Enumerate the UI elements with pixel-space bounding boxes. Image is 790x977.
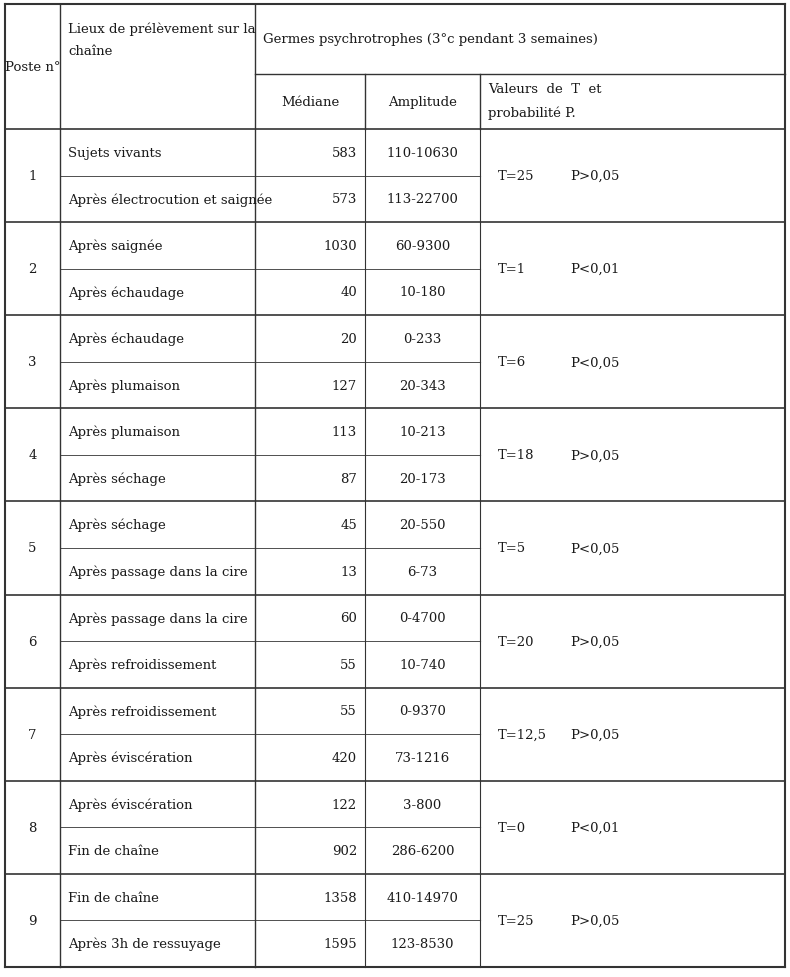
Text: Poste n°: Poste n° [5, 61, 60, 74]
Text: 573: 573 [332, 193, 357, 206]
Text: 902: 902 [332, 844, 357, 857]
Text: T=1: T=1 [498, 263, 526, 276]
Text: T=20: T=20 [498, 635, 535, 648]
Text: Sujets vivants: Sujets vivants [68, 147, 161, 159]
Text: P<0,01: P<0,01 [570, 263, 619, 276]
Text: 6: 6 [28, 635, 37, 648]
Text: Germes psychrotrophes (3°c pendant 3 semaines): Germes psychrotrophes (3°c pendant 3 sem… [263, 33, 598, 47]
Text: Fin de chaîne: Fin de chaîne [68, 891, 159, 904]
Text: 55: 55 [340, 704, 357, 718]
Text: T=12,5: T=12,5 [498, 728, 547, 741]
Text: 113-22700: 113-22700 [386, 193, 458, 206]
Text: 1358: 1358 [323, 891, 357, 904]
Text: 583: 583 [332, 147, 357, 159]
Text: 60-9300: 60-9300 [395, 239, 450, 253]
Text: Après plumaison: Après plumaison [68, 425, 180, 439]
Text: 10-180: 10-180 [399, 286, 446, 299]
Text: T=5: T=5 [498, 542, 526, 555]
Text: P>0,05: P>0,05 [570, 170, 619, 183]
Text: P<0,05: P<0,05 [570, 542, 619, 555]
Text: Après plumaison: Après plumaison [68, 379, 180, 393]
Text: 8: 8 [28, 821, 36, 834]
Text: 3-800: 3-800 [404, 798, 442, 811]
Text: T=18: T=18 [498, 448, 535, 462]
Text: 4: 4 [28, 448, 36, 462]
Text: T=0: T=0 [498, 821, 526, 834]
Text: 10-740: 10-740 [399, 658, 446, 671]
Text: P<0,01: P<0,01 [570, 821, 619, 834]
Text: Après refroidissement: Après refroidissement [68, 704, 216, 718]
Text: P>0,05: P>0,05 [570, 728, 619, 741]
Text: Après passage dans la cire: Après passage dans la cire [68, 565, 247, 578]
Text: Après saignée: Après saignée [68, 239, 163, 253]
Text: Après électrocution et saignée: Après électrocution et saignée [68, 192, 273, 206]
Text: Après échaudage: Après échaudage [68, 332, 184, 346]
Text: 1: 1 [28, 170, 36, 183]
Text: 20-173: 20-173 [399, 472, 446, 486]
Text: Après refroidissement: Après refroidissement [68, 658, 216, 671]
Text: Après séchage: Après séchage [68, 519, 166, 531]
Text: 20-343: 20-343 [399, 379, 446, 392]
Text: 6-73: 6-73 [408, 566, 438, 578]
Text: 0-233: 0-233 [404, 332, 442, 346]
Text: 0-9370: 0-9370 [399, 704, 446, 718]
Text: 3: 3 [28, 356, 37, 369]
Text: Après échaudage: Après échaudage [68, 286, 184, 299]
Text: P>0,05: P>0,05 [570, 914, 619, 927]
Text: P<0,05: P<0,05 [570, 356, 619, 369]
Text: Après 3h de ressuyage: Après 3h de ressuyage [68, 937, 220, 951]
Text: 7: 7 [28, 728, 37, 741]
Text: 420: 420 [332, 751, 357, 764]
Text: 5: 5 [28, 542, 36, 555]
Text: 20-550: 20-550 [399, 519, 446, 531]
Text: 55: 55 [340, 658, 357, 671]
Text: 2: 2 [28, 263, 36, 276]
Text: Amplitude: Amplitude [388, 96, 457, 108]
Text: 1030: 1030 [323, 239, 357, 253]
Text: 122: 122 [332, 798, 357, 811]
Text: 1595: 1595 [323, 937, 357, 951]
Text: probabilité P.: probabilité P. [488, 106, 576, 120]
Text: 20: 20 [340, 332, 357, 346]
Text: 10-213: 10-213 [399, 426, 446, 439]
Text: chaîne: chaîne [68, 45, 112, 58]
Text: T=25: T=25 [498, 914, 535, 927]
Text: T=25: T=25 [498, 170, 535, 183]
Text: 13: 13 [340, 566, 357, 578]
Text: Valeurs  de  T  et: Valeurs de T et [488, 83, 601, 96]
Text: 113: 113 [332, 426, 357, 439]
Text: P>0,05: P>0,05 [570, 448, 619, 462]
Text: 127: 127 [332, 379, 357, 392]
Text: Après séchage: Après séchage [68, 472, 166, 486]
Text: 40: 40 [340, 286, 357, 299]
Text: Après éviscération: Après éviscération [68, 751, 193, 764]
Text: 410-14970: 410-14970 [386, 891, 458, 904]
Text: Fin de chaîne: Fin de chaîne [68, 844, 159, 857]
Text: 60: 60 [340, 612, 357, 624]
Text: 45: 45 [340, 519, 357, 531]
Text: Lieux de prélèvement sur la: Lieux de prélèvement sur la [68, 23, 256, 36]
Text: 87: 87 [340, 472, 357, 486]
Text: Médiane: Médiane [281, 96, 339, 108]
Text: 286-6200: 286-6200 [391, 844, 454, 857]
Text: P>0,05: P>0,05 [570, 635, 619, 648]
Text: 110-10630: 110-10630 [386, 147, 458, 159]
Text: T=6: T=6 [498, 356, 526, 369]
Text: 73-1216: 73-1216 [395, 751, 450, 764]
Text: Après éviscération: Après éviscération [68, 797, 193, 811]
Text: Après passage dans la cire: Après passage dans la cire [68, 612, 247, 625]
Text: 123-8530: 123-8530 [391, 937, 454, 951]
Text: 0-4700: 0-4700 [399, 612, 446, 624]
Text: 9: 9 [28, 914, 37, 927]
